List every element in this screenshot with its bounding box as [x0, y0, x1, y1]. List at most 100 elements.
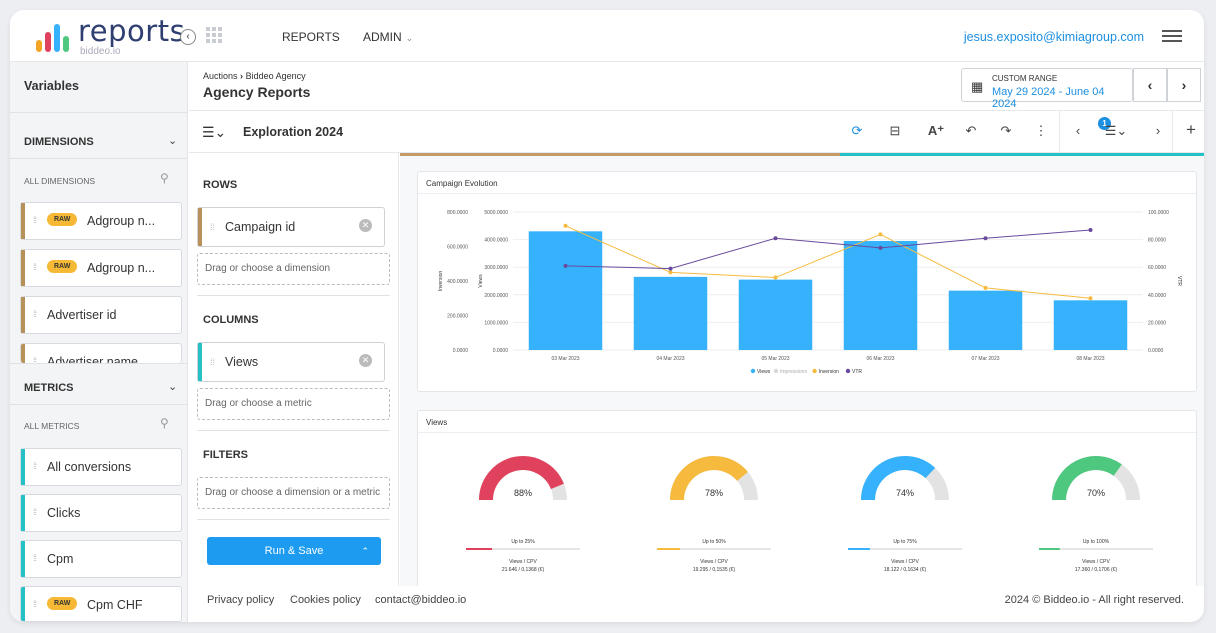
row-chip[interactable]: ⁞⁞ Campaign id ✕ [197, 207, 385, 247]
row-drop-zone[interactable]: Drag or choose a dimension [197, 253, 390, 285]
dimension-item[interactable]: ⁞⁞ Advertiser name [20, 343, 182, 363]
view-selector-icon[interactable]: ☰⌄ [202, 124, 227, 140]
dimension-item[interactable]: ⁞⁞ Advertiser id [20, 296, 182, 334]
dimension-label: Advertiser name [47, 355, 139, 363]
next-page-icon[interactable]: › [1155, 123, 1161, 138]
next-range-button[interactable]: › [1167, 68, 1201, 102]
drag-handle-icon[interactable]: ⁞⁞ [33, 553, 37, 563]
x-tick-label: 04 Mar 2023 [656, 356, 684, 362]
metrics-search-input[interactable]: ALL METRICS [24, 421, 80, 431]
tab-indicator-columns [840, 153, 1204, 156]
previous-page-icon[interactable]: ‹ [1075, 123, 1081, 138]
privacy-policy-link[interactable]: Privacy policy [207, 594, 275, 606]
breadcrumb: Auctions › Biddeo Agency [203, 71, 306, 81]
dimensions-search-input[interactable]: ALL DIMENSIONS [24, 176, 96, 186]
apps-grid-icon[interactable] [206, 27, 222, 43]
y-tick-inversion: 200.0000 [447, 314, 468, 320]
legend-marker [773, 368, 779, 374]
x-tick-label: 07 Mar 2023 [971, 356, 999, 362]
drag-handle-icon[interactable]: ⁞⁞ [33, 215, 37, 225]
metric-item[interactable]: ⁞⁞ Cpm [20, 540, 182, 578]
pivot-icon[interactable]: ⊟ [889, 123, 901, 138]
previous-range-button[interactable]: ‹ [1133, 68, 1167, 102]
range-value: May 29 2024 - June 04 2024 [992, 86, 1105, 110]
logo-text: reports [78, 14, 186, 48]
refresh-icon[interactable]: ⟳ [851, 123, 863, 138]
redo-icon[interactable]: ↷ [1000, 123, 1012, 138]
drag-handle-icon[interactable]: ⁞⁞ [210, 357, 216, 367]
gauge-card-title: Views [426, 418, 448, 427]
search-icon[interactable]: ⚲ [160, 416, 169, 430]
collapse-sidebar-button[interactable]: ‹ [180, 29, 196, 45]
drag-handle-icon[interactable]: ⁞⁞ [33, 599, 37, 609]
nav-admin[interactable]: ADMIN ⌄ [363, 30, 413, 44]
drag-handle-icon[interactable]: ⁞⁞ [33, 309, 37, 319]
add-page-icon[interactable]: + [1186, 120, 1196, 139]
campaign-evolution-card: Campaign Evolution 100.0000 80.0000 60.000… [417, 171, 1197, 392]
gauge-detail: 17.360 / 0,1706 (€) [1075, 567, 1118, 573]
more-options-icon[interactable]: ⋮ [1034, 123, 1048, 138]
run-and-save-label: Run & Save [264, 545, 324, 557]
vtr-line [565, 229, 1091, 270]
drag-handle-icon[interactable]: ⁞⁞ [33, 507, 37, 517]
breadcrumb-parent[interactable]: Auctions [203, 71, 238, 81]
drag-handle-icon[interactable]: ⁞⁞ [33, 356, 37, 363]
chevron-up-icon[interactable]: ⌃ [361, 546, 369, 556]
chevron-down-icon[interactable]: ⌄ [168, 135, 178, 147]
y-tick-right: 0.0000 [1148, 348, 1164, 354]
gauge-caption: Up to 25% [511, 539, 535, 545]
metric-item[interactable]: ⁞⁞ Clicks [20, 494, 182, 532]
column-chip[interactable]: ⁞⁞ Views ✕ [197, 342, 385, 382]
drag-handle-icon[interactable]: ⁞⁞ [210, 222, 216, 232]
metric-label: All conversions [47, 460, 132, 474]
drag-handle-icon[interactable]: ⁞⁞ [33, 262, 37, 272]
vtr-point [1088, 227, 1093, 232]
column-drop-zone[interactable]: Drag or choose a metric [197, 388, 390, 420]
text-size-icon[interactable]: A⁺ [927, 123, 945, 138]
y-tick-right: 80.0000 [1148, 238, 1166, 244]
dimension-label: Advertiser id [47, 308, 117, 322]
gauge-progress-track [848, 548, 962, 550]
remove-icon[interactable]: ✕ [359, 219, 372, 232]
drag-handle-icon[interactable]: ⁞⁞ [33, 461, 37, 471]
undo-icon[interactable]: ↶ [965, 123, 977, 138]
gauge-caption: Up to 100% [1083, 539, 1110, 545]
dimension-item[interactable]: ⁞⁞ RAW Adgroup n... [20, 249, 182, 287]
metric-label: Cpm [47, 552, 74, 566]
row-chip-label: Campaign id [225, 220, 296, 234]
gauge-progress-track [1039, 548, 1153, 550]
x-tick-label: 03 Mar 2023 [551, 356, 579, 362]
date-range-picker[interactable]: ▦ CUSTOM RANGE May 29 2024 - June 04 202… [961, 68, 1133, 110]
dimensions-header[interactable]: DIMENSIONS [24, 136, 94, 148]
chevron-down-icon[interactable]: ⌄ [168, 381, 178, 393]
column-chip-label: Views [225, 355, 259, 369]
hamburger-menu-icon[interactable] [1162, 30, 1182, 43]
query-builder-panel: ROWS ⁞⁞ Campaign id ✕ Drag or choose a d… [189, 153, 399, 622]
gauge-progress-track [466, 548, 580, 550]
inversion-point [1088, 296, 1093, 301]
remove-icon[interactable]: ✕ [359, 354, 372, 367]
metric-item[interactable]: ⁞⁞ All conversions [20, 448, 182, 486]
user-email-link[interactable]: jesus.exposito@kimiagroup.com [963, 30, 1144, 44]
y-tick-inversion: 600.0000 [447, 245, 468, 251]
gauge-metric: Views / CPV [891, 559, 919, 565]
breadcrumb-child[interactable]: Biddeo Agency [245, 71, 306, 81]
exploration-toolbar: ☰⌄ Exploration 2024 ⟳ ⊟ A⁺ ↶ ↷ ⋮ ‹ 1 ☰⌄ … [189, 110, 1204, 154]
cookies-policy-link[interactable]: Cookies policy [290, 594, 361, 606]
filter-drop-zone[interactable]: Drag or choose a dimension or a metric [197, 477, 390, 509]
pages-list-icon[interactable]: ☰⌄ [1104, 123, 1128, 138]
metrics-header[interactable]: METRICS [24, 382, 74, 394]
search-icon[interactable]: ⚲ [160, 171, 169, 185]
y-tick-right: 40.0000 [1148, 293, 1166, 299]
y-tick-inversion: 400.0000 [447, 279, 468, 285]
contact-link[interactable]: contact@biddeo.io [375, 594, 467, 606]
legend-label: Views [757, 369, 771, 375]
dimension-item[interactable]: ⁞⁞ RAW Adgroup n... [20, 202, 182, 240]
nav-reports[interactable]: REPORTS [282, 30, 340, 44]
gauge-progress-fill [1039, 548, 1060, 550]
run-and-save-button[interactable]: Run & Save ⌃ [207, 537, 381, 565]
columns-label: COLUMNS [203, 314, 259, 326]
metric-item[interactable]: ⁞⁞ RAW Cpm CHF [20, 586, 182, 622]
campaign-evolution-chart: 100.0000 80.0000 60.0000 40.0000 20.0000 0.00… [438, 210, 1182, 375]
logo[interactable]: reports biddeo.io [36, 14, 186, 58]
